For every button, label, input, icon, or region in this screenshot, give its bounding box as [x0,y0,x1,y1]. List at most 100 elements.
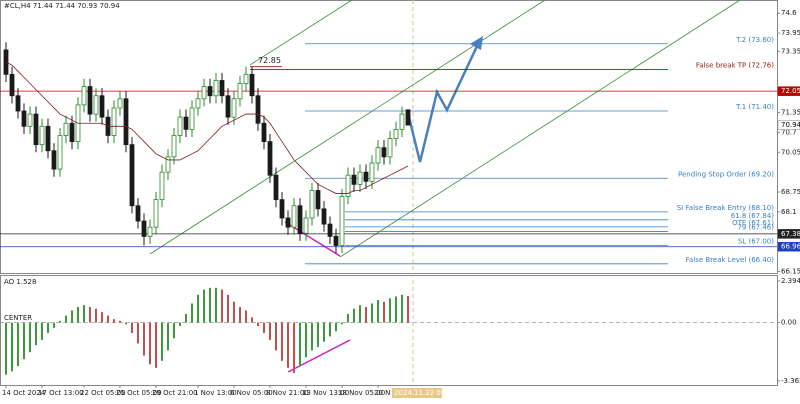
y-tick-label: 70.7 [781,128,797,136]
candle-body [225,95,231,118]
candle-body [231,98,237,118]
level-label: SI False Break Entry (68.10) [677,204,775,212]
candle-body [345,174,351,197]
candle-body [321,208,327,225]
ao-panel [0,275,778,386]
candle-body [261,122,267,142]
level-label: SL (67.00) [738,237,774,245]
candle-body [339,196,345,246]
candle-body [351,174,357,185]
peak-label: 72.85 [258,56,281,65]
candle-body [39,125,45,146]
candle-body [195,98,201,109]
x-tick-label: 14 Oct 2024 [2,389,46,397]
cursor-time: 2024.11.22 08:00 [394,389,456,397]
price-tag [777,120,800,130]
candle-body [309,190,315,219]
projection-arrow [470,36,483,50]
candle-body [387,138,393,158]
price-tag-label: 66.96 [781,243,800,251]
candle-body [375,147,381,164]
x-tick-label: 17 Oct 13:00 [38,389,84,397]
y-tick-label: 66.15 [781,267,800,275]
candle-body [69,122,75,142]
candle-body [213,80,219,97]
divergence-line [287,339,351,373]
candle-body [141,220,147,237]
level-label: Pending Stop Order (69.20) [678,170,774,178]
candle-body [183,116,189,130]
candle-body [369,162,375,182]
price-tag-label: 72.05 [781,87,800,95]
candle-body [27,113,33,127]
y-tick-label: 68.1 [781,208,797,216]
moving-average [5,61,409,194]
channel-line [339,0,741,258]
candle-body [357,171,363,185]
y-tick-label: 73.35 [781,47,800,55]
candle-body [129,144,135,207]
x-tick-label: 25 Oct 05:00 [116,389,162,397]
candle-body [273,174,279,201]
candle-body [207,86,213,97]
candle-body [177,116,183,136]
y-tick-label: 70.05 [781,148,800,156]
candle-body [315,190,321,210]
candle-body [363,171,369,182]
ao-center-label: CENTER [4,314,32,322]
channel-line [249,0,353,66]
candle-body [153,199,159,228]
ao-tick-label: 0.00 [781,319,797,327]
x-tick-label: 18 Nov 05:00 [338,389,385,397]
y-tick-label: 73.95 [781,29,800,37]
chart-header: #CL,H4 71.44 71.44 70.93 70.94 [4,2,120,10]
candle-body [159,171,165,201]
projection-path [406,43,480,163]
candle-body [93,95,99,115]
candle-body [117,98,123,109]
y-tick-label: 68.75 [781,188,800,196]
candle-body [297,205,303,234]
candle-body [333,235,339,246]
price-panel [0,0,778,274]
level-label: False break TP (72.76) [696,61,774,69]
candle-body [21,110,27,127]
candle-body [219,80,225,97]
candle-body [405,109,411,126]
x-tick-label: 20 N [374,389,390,397]
level-label: 79 (67.46) [737,223,774,231]
y-tick-label: 74.6 [781,9,797,17]
candle-body [165,156,171,173]
candle-body [15,95,21,112]
candle-body [111,107,117,136]
candle-body [57,135,63,170]
candle-body [147,226,153,237]
candle-body [63,122,69,136]
x-tick-label: 8 Nov 21:00 [266,389,309,397]
candle-body [135,205,141,222]
candle-body [285,217,291,228]
candle-body [87,86,93,115]
candle-body [399,113,405,130]
ao-tick-label: -3.362 [781,377,800,385]
level-label: 61.8 (67.84) [731,212,775,220]
price-tag-label: 67.38 [781,230,800,238]
level-label: T.2 (73.60) [735,36,774,44]
candle-body [123,98,129,146]
ao-title: AO 1.528 [4,278,36,286]
candle-body [237,83,243,100]
y-tick-label: 71.35 [781,109,800,117]
candle-body [291,205,297,228]
candle-body [51,150,57,170]
price-tag-label: 70.94 [781,121,800,129]
candle-body [327,223,333,237]
candle-body [99,95,105,118]
level-label: OTE (67.61) [732,219,774,227]
ao-tick-label: 2.394 [781,277,800,285]
candle-body [9,73,15,97]
candle-body [201,86,207,100]
candle-body [243,73,249,84]
candle-body [393,128,399,139]
